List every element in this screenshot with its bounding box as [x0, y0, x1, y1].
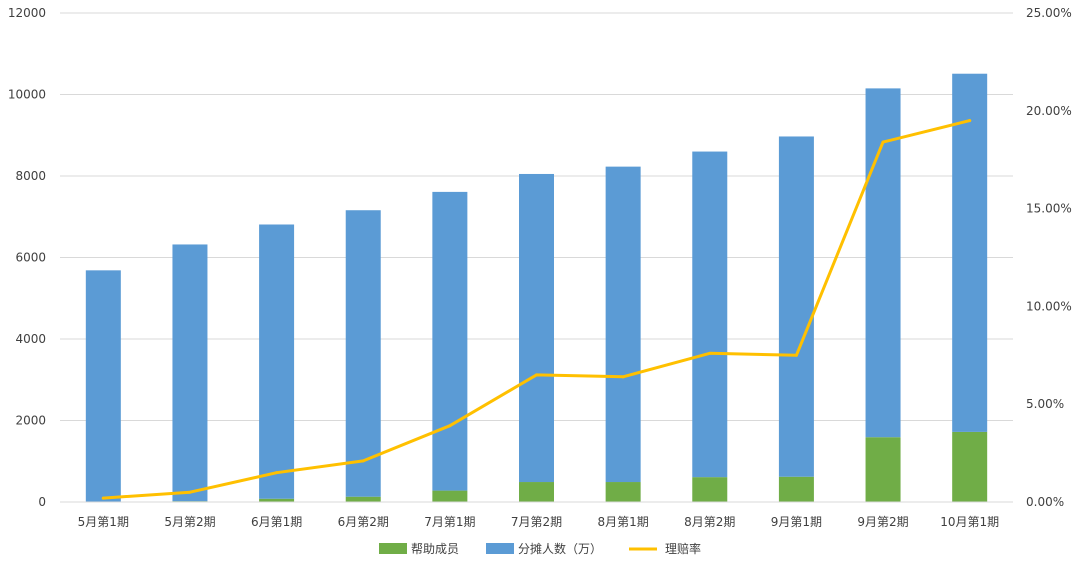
bar-segment	[519, 482, 554, 502]
line-point	[881, 140, 885, 144]
category-label: 8月第1期	[597, 515, 648, 529]
line-point	[621, 375, 625, 379]
line-point	[275, 471, 279, 475]
bar-segment	[865, 437, 901, 502]
legend-label: 理赔率	[665, 541, 701, 556]
right-tick-label: 20.00%	[1026, 104, 1072, 118]
bar-segment	[259, 498, 295, 502]
bar-segment	[605, 166, 641, 483]
category-label: 7月第2期	[511, 515, 562, 529]
bar-segment	[952, 431, 988, 502]
line-point	[794, 353, 798, 357]
bar-segment	[345, 496, 381, 502]
legend-swatch	[486, 543, 514, 554]
line-point	[535, 373, 538, 377]
bar-segment	[85, 270, 121, 502]
legend-label: 帮助成员	[411, 542, 459, 556]
category-label: 9月第1期	[771, 515, 822, 529]
line-point	[361, 459, 365, 463]
bar-segment	[345, 210, 381, 497]
line-point	[101, 496, 105, 500]
category-label: 9月第2期	[857, 515, 908, 529]
category-label: 8月第2期	[684, 515, 735, 529]
legend-swatch	[379, 543, 407, 554]
bar-segment	[692, 151, 728, 478]
right-tick-label: 25.00%	[1026, 6, 1072, 20]
left-tick-label: 8000	[15, 169, 46, 183]
left-tick-label: 10000	[8, 88, 46, 102]
category-label: 10月第1期	[940, 515, 999, 529]
left-tick-label: 6000	[15, 251, 46, 265]
right-tick-label: 0.00%	[1026, 495, 1064, 509]
legend-label: 分摊人数（万）	[518, 541, 602, 556]
category-label: 5月第1期	[78, 515, 129, 529]
left-tick-label: 4000	[15, 332, 46, 346]
bar-segment	[778, 136, 814, 477]
right-tick-label: 10.00%	[1026, 299, 1072, 313]
left-tick-label: 0	[38, 495, 46, 509]
line-point	[448, 424, 452, 428]
category-label: 6月第2期	[338, 515, 389, 529]
right-tick-label: 5.00%	[1026, 397, 1064, 411]
bar-segment	[172, 244, 208, 502]
line-point	[708, 351, 712, 355]
left-tick-label: 2000	[15, 414, 46, 428]
legend: 帮助成员 分摊人数（万） 理赔率	[379, 541, 701, 556]
bar-segment	[432, 490, 468, 502]
line-series	[101, 119, 972, 500]
bar-segment	[432, 191, 468, 491]
bar-segment	[865, 88, 901, 438]
bar-segment	[605, 482, 641, 502]
x-axis: 5月第1期 5月第2期 6月第1期 6月第2期 7月第1期 7月第2期 8月第1期 8月第2期…	[60, 501, 1013, 529]
line-point	[188, 490, 192, 494]
bar-segment	[952, 73, 988, 432]
line-point	[968, 119, 972, 123]
bar-segment	[519, 173, 554, 483]
bar-segment	[778, 476, 814, 502]
category-label: 5月第2期	[164, 515, 215, 529]
bar-series	[85, 73, 988, 502]
left-tick-label: 12000	[8, 6, 46, 20]
right-tick-label: 15.00%	[1026, 202, 1072, 216]
category-label: 7月第1期	[424, 515, 475, 529]
right-y-axis: 0.00% 5.00% 10.00% 15.00% 20.00% 25.00%	[1026, 6, 1072, 509]
left-y-axis: 0 2000 4000 6000 8000 10000 12000	[8, 6, 46, 509]
category-label: 6月第1期	[251, 515, 302, 529]
bar-segment	[259, 224, 295, 499]
bar-segment	[692, 477, 728, 502]
